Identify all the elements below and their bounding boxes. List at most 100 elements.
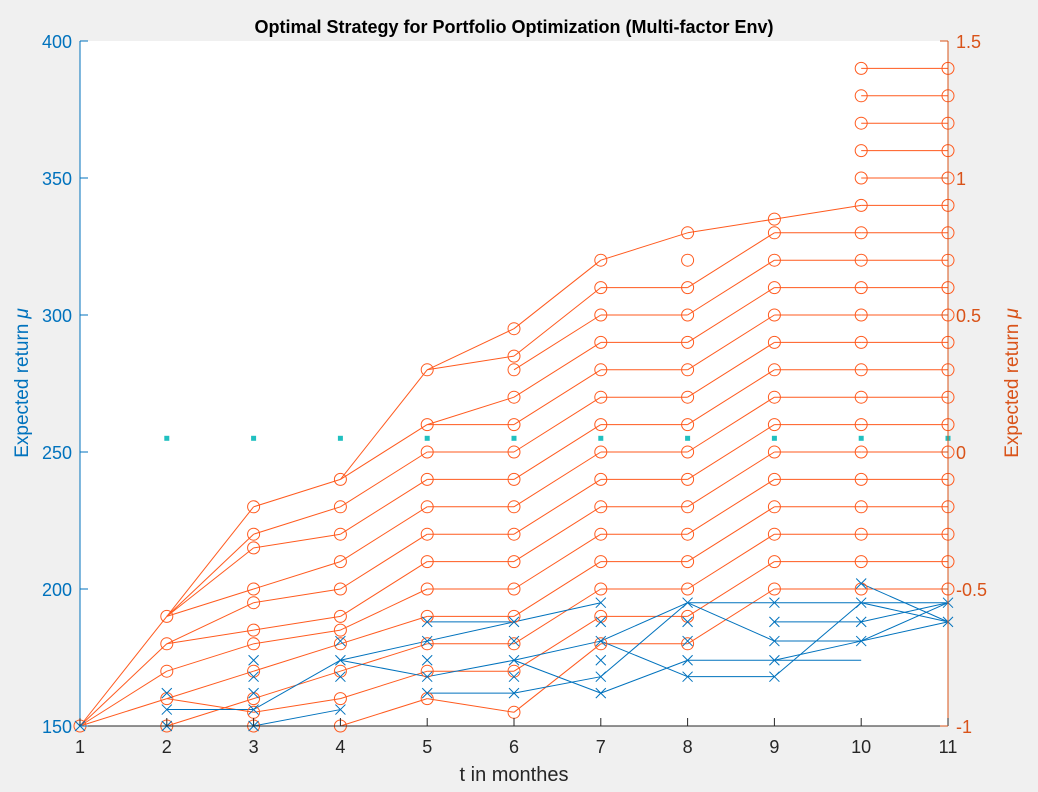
cyan-square-marker: [164, 435, 170, 441]
orange-series-segment: [687, 287, 775, 343]
blue-x-marker: [335, 635, 346, 647]
orange-series-segment: [513, 369, 602, 426]
y-left-tick-label: 350: [42, 169, 72, 189]
orange-circle-marker: [681, 418, 695, 432]
blue-x-marker: [682, 635, 693, 647]
blue-x-marker: [682, 654, 693, 666]
orange-series-segment: [513, 478, 602, 535]
blue-series-segment: [513, 602, 601, 623]
blue-x-marker: [769, 616, 780, 628]
orange-circle-marker: [420, 472, 434, 486]
orange-series-segment: [687, 424, 775, 480]
orange-circle-marker: [507, 418, 521, 432]
orange-series-segment: [340, 424, 428, 480]
orange-circle-marker: [767, 363, 781, 377]
blue-x-marker: [248, 704, 259, 715]
cyan-square-marker: [685, 435, 691, 441]
orange-series-segment: [687, 259, 775, 316]
orange-circle-marker: [681, 308, 695, 322]
orange-circle-marker: [854, 116, 868, 130]
orange-circle-marker: [594, 253, 608, 267]
orange-circle-marker: [420, 445, 434, 459]
orange-series-segment: [513, 287, 602, 357]
orange-series-segment: [340, 698, 428, 727]
y-right-tick-label: 0.5: [956, 306, 981, 326]
orange-circle-marker: [507, 363, 521, 377]
orange-series-segment: [166, 602, 254, 645]
orange-circle-marker: [681, 363, 695, 377]
orange-circle-marker: [681, 226, 695, 240]
orange-circle-marker: [333, 623, 347, 637]
orange-circle-marker: [507, 555, 521, 569]
orange-circle-marker: [507, 472, 521, 486]
orange-circle-marker: [767, 226, 781, 240]
orange-circle-marker: [681, 253, 695, 267]
blue-x-marker: [508, 616, 520, 628]
y-left-axis-label: Expected returnμ: [12, 308, 33, 458]
orange-circle-marker: [247, 541, 261, 555]
orange-circle-marker: [247, 637, 261, 651]
blue-x-marker: [161, 687, 173, 699]
orange-circle-marker: [594, 335, 608, 349]
cyan-square-marker: [251, 435, 257, 441]
orange-circle-marker: [594, 637, 608, 651]
orange-series-segment: [774, 204, 862, 220]
orange-circle-marker: [767, 253, 781, 267]
x-tick-label: 1: [75, 737, 85, 757]
blue-x-marker: [682, 597, 693, 609]
y-right-tick-label: 1.5: [956, 32, 981, 52]
orange-circle-marker: [333, 637, 347, 651]
blue-series-segment: [513, 659, 601, 694]
blue-series-segment: [861, 602, 949, 623]
blue-series-segment: [513, 676, 601, 694]
x-tick-label: 4: [335, 737, 345, 757]
orange-series-segment: [687, 478, 775, 535]
orange-circle-marker: [854, 418, 868, 432]
blue-x-marker: [682, 616, 693, 628]
y-left-tick-label: 150: [42, 717, 72, 737]
orange-circle-marker: [333, 609, 347, 623]
orange-series-segment: [687, 314, 775, 371]
blue-series-segment: [253, 659, 341, 710]
blue-x-marker: [248, 654, 259, 666]
cyan-square-marker: [771, 435, 777, 441]
orange-circle-marker: [854, 472, 868, 486]
orange-series-segment: [79, 643, 168, 727]
orange-circle-marker: [854, 89, 868, 103]
orange-circle-marker: [420, 555, 434, 569]
orange-circle-marker: [681, 335, 695, 349]
orange-circle-marker: [594, 582, 608, 596]
y-left-tick-label: 400: [42, 32, 72, 52]
blue-x-marker: [421, 671, 433, 683]
blue-x-marker: [421, 654, 433, 666]
orange-circle-marker: [854, 445, 868, 459]
orange-series-segment: [687, 533, 775, 590]
orange-series-segment: [513, 615, 602, 672]
blue-x-marker: [769, 597, 780, 609]
orange-circle-marker: [854, 144, 868, 158]
blue-x-marker: [421, 616, 433, 628]
orange-series-segment: [340, 643, 428, 672]
orange-circle-marker: [507, 322, 521, 336]
orange-series-segment: [687, 232, 775, 289]
orange-series-segment: [253, 615, 341, 631]
x-tick-label: 7: [596, 737, 606, 757]
orange-series-segment: [513, 314, 602, 371]
orange-series-segment: [687, 369, 775, 426]
orange-series-segment: [426, 328, 515, 371]
orange-circle-marker: [594, 445, 608, 459]
chart-title: Optimal Strategy for Portfolio Optimizat…: [254, 17, 773, 37]
orange-circle-marker: [160, 664, 174, 678]
y-left-tick-label: 300: [42, 306, 72, 326]
orange-circle-marker: [854, 390, 868, 404]
orange-series-segment: [513, 424, 602, 480]
blue-x-marker: [682, 671, 693, 683]
orange-circle-marker: [854, 308, 868, 322]
orange-series-segment: [166, 547, 254, 617]
orange-circle-marker: [767, 308, 781, 322]
orange-series-segment: [687, 561, 775, 617]
orange-circle-marker: [333, 527, 347, 541]
orange-circle-marker: [333, 582, 347, 596]
orange-circle-marker: [420, 418, 434, 432]
